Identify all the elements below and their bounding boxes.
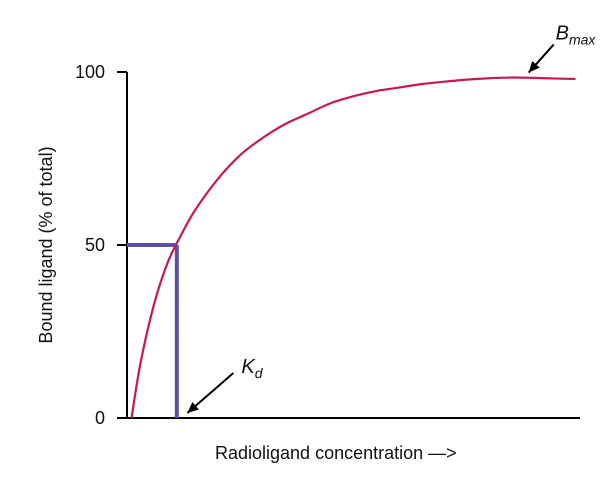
y-tick-label-2: 100: [75, 62, 105, 82]
y-tick-label-1: 50: [85, 235, 105, 255]
annotations: Bmax Kd: [186, 23, 597, 414]
series-layer: [130, 76, 576, 419]
x-axis-label: Radioligand concentration —>: [215, 443, 457, 463]
y-ticks: 0 50 100: [75, 62, 127, 428]
kd-reference-lines: [127, 243, 179, 418]
y-tick-label-0: 0: [95, 408, 105, 428]
y-axis-label: Bound ligand (% of total): [36, 146, 56, 343]
kd-arrow-head: [187, 402, 199, 413]
bmax-arrow-head: [528, 61, 540, 73]
kd-label: Kd: [241, 356, 263, 381]
bmax-label: Bmax: [556, 23, 597, 48]
series-line-0: [130, 76, 576, 419]
